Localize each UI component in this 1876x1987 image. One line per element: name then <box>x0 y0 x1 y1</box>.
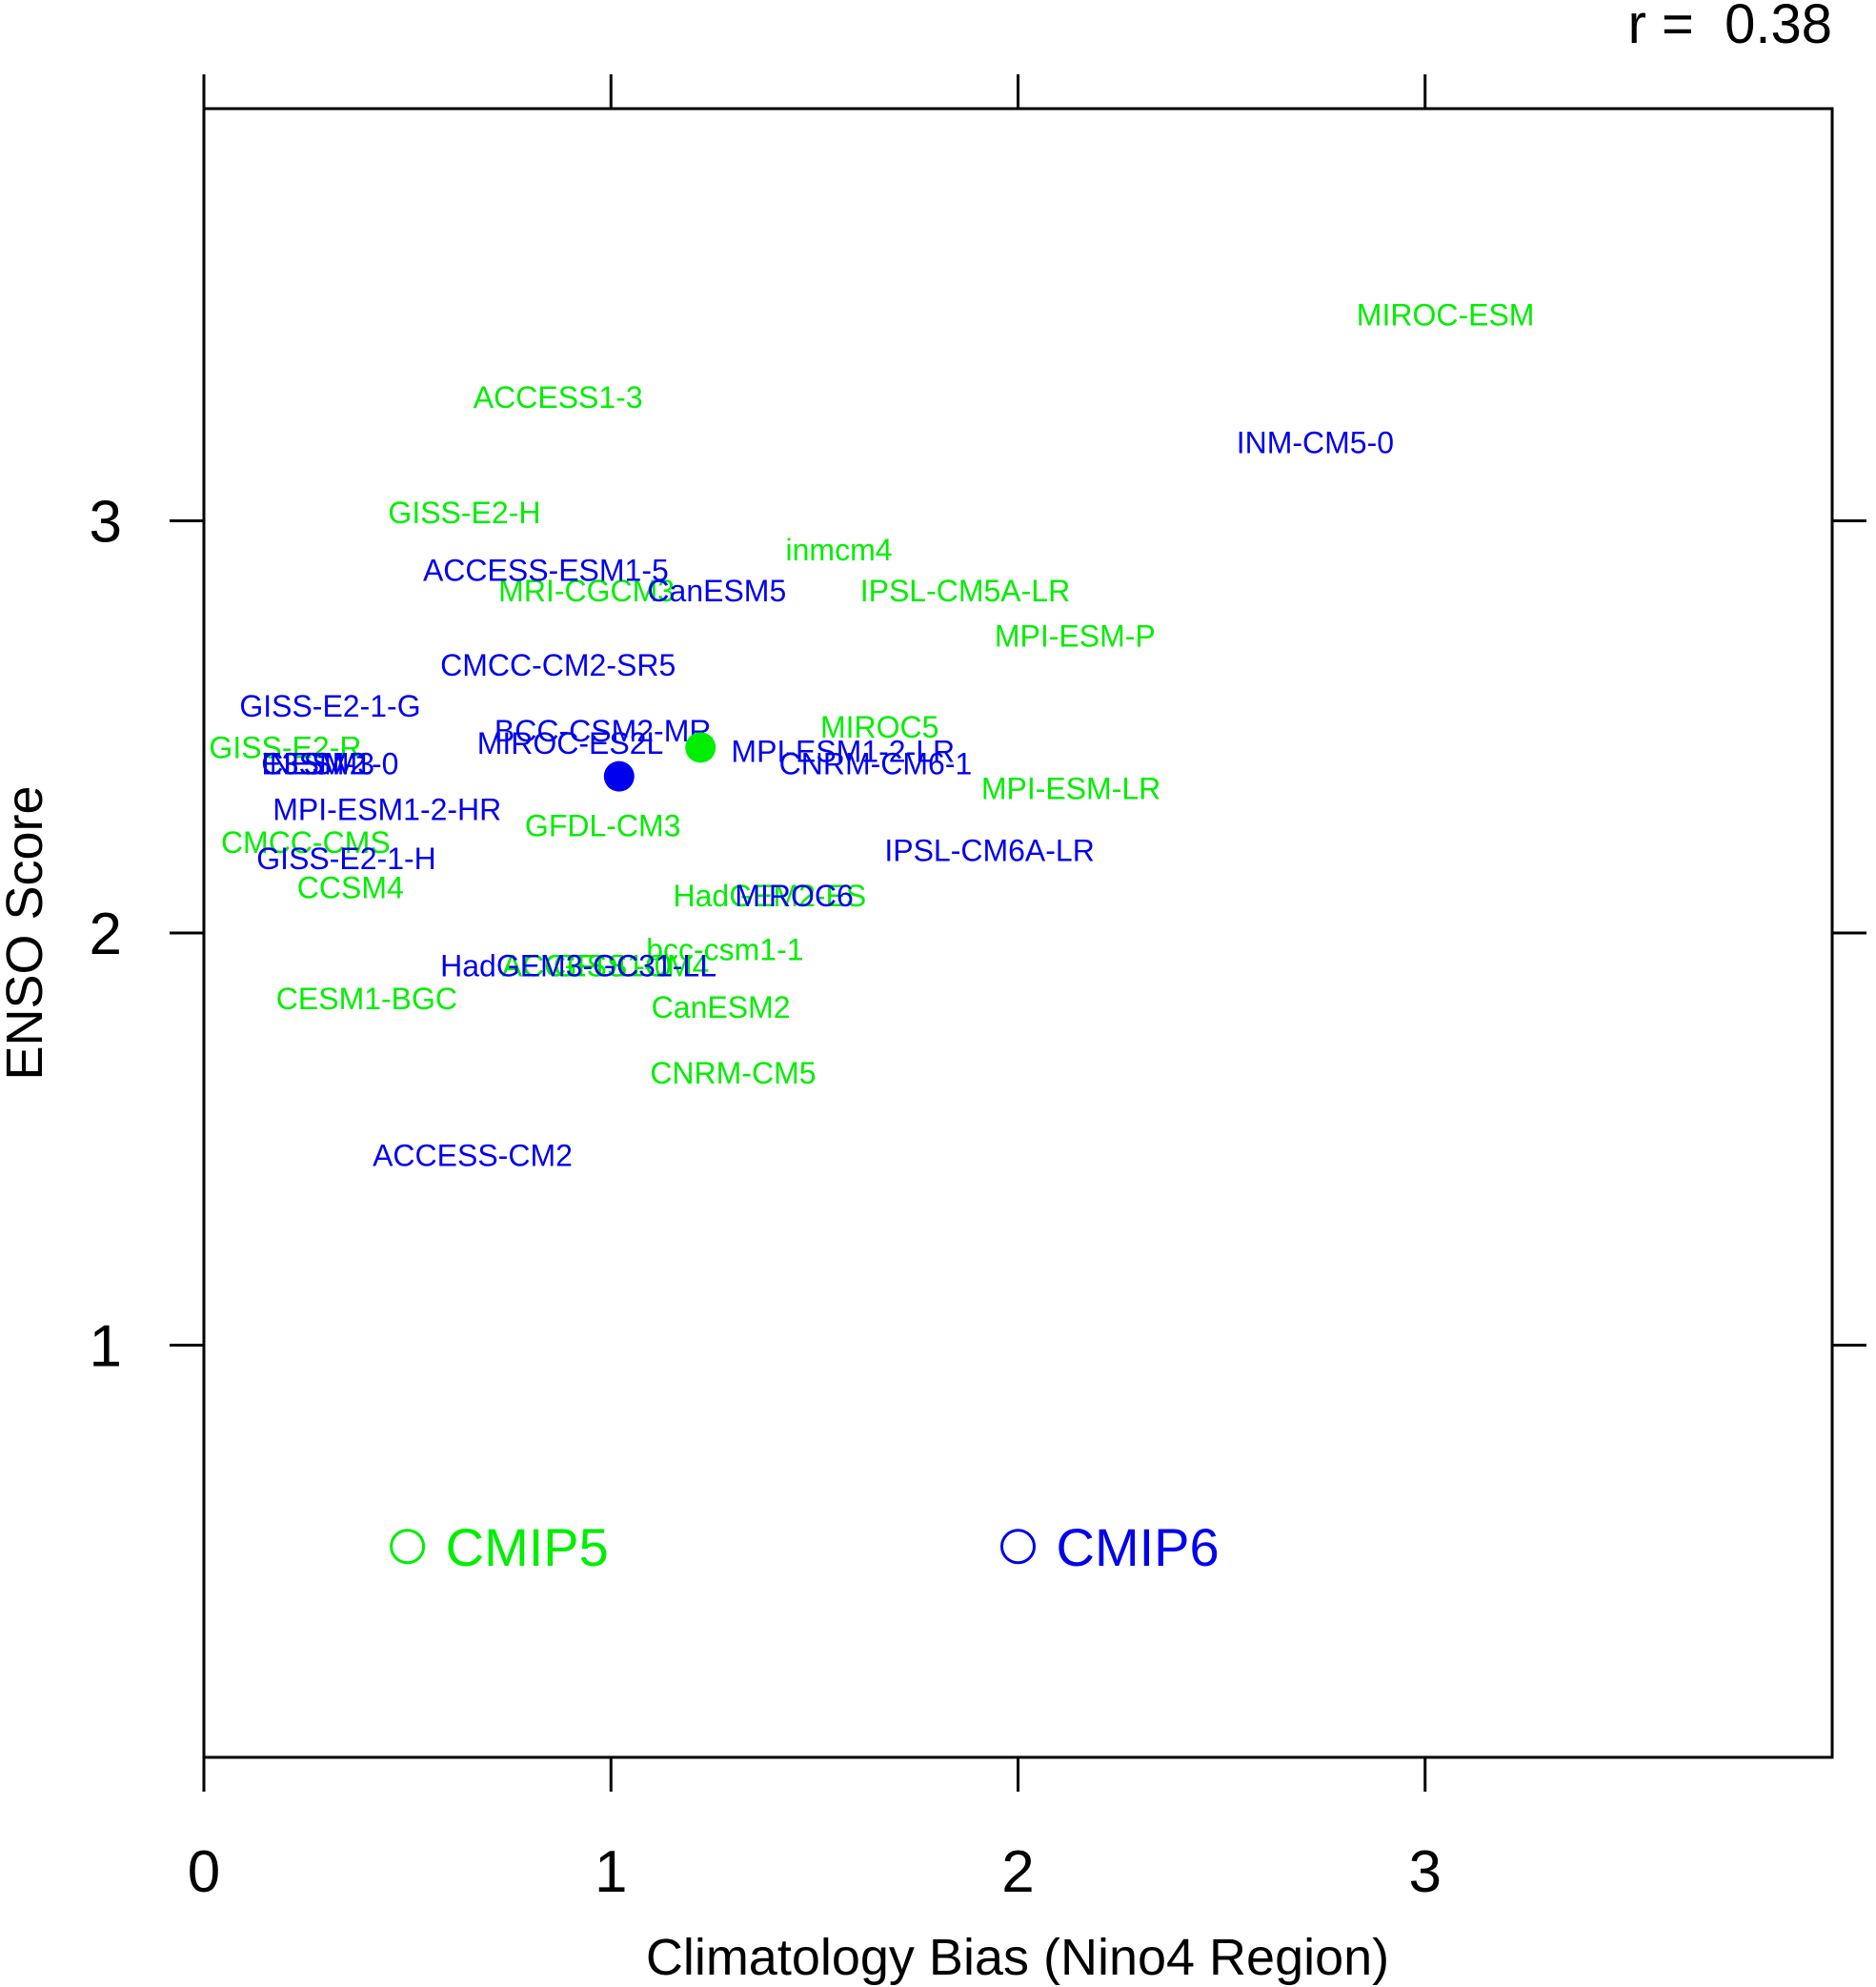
model-label: GISS-E2-1-G <box>239 689 420 723</box>
axes: 0 1 2 3 1 2 3 <box>90 74 1866 1905</box>
model-label: GISS-E2-H <box>388 496 540 530</box>
y-axis-title: ENSO Score <box>0 785 53 1080</box>
legend-label-cmip6: CMIP6 <box>1057 1517 1220 1577</box>
model-label: GISS-E2-R <box>209 730 361 764</box>
model-label: MIROC6 <box>735 879 853 913</box>
mean-marker-cmip5 <box>685 732 716 763</box>
model-label: CanESM2 <box>652 990 791 1024</box>
model-label: HadGEM2-ES <box>674 879 867 913</box>
model-label: CNRM-CM5 <box>650 1056 816 1090</box>
mean-marker-cmip6 <box>603 760 635 792</box>
x-tick-label: 1 <box>595 1839 627 1905</box>
x-tick-label: 2 <box>1001 1839 1034 1905</box>
x-tick-label: 0 <box>188 1839 220 1905</box>
model-label: CanESM5 <box>647 574 786 608</box>
legend-marker-cmip5 <box>390 1529 426 1565</box>
model-label: BCC-CSM2-MR <box>494 714 712 748</box>
x-axis-title: Climatology Bias (Nino4 Region) <box>646 1929 1389 1986</box>
model-label: GISS-E2-1-H <box>256 841 435 876</box>
model-label: INM-CM5-0 <box>1237 425 1394 459</box>
model-label: MPI-ESM1-2-HR <box>272 792 501 826</box>
model-label: CCSM4 <box>297 870 404 904</box>
model-label: CNRM-CM6-1 <box>779 747 973 781</box>
model-label: E3SM-1-0 <box>261 747 398 781</box>
model-label: CESM1-BGC <box>276 982 457 1016</box>
model-label: NESM3 <box>270 747 374 781</box>
model-label: HadGEM3-GC31-LL <box>440 949 716 983</box>
model-label: CMCC-CM2-SR5 <box>440 648 676 682</box>
model-label: bcc-csm1-1 <box>646 932 803 966</box>
model-label: ACCESS1-0 <box>502 949 672 983</box>
model-label: CESM2 <box>261 747 366 781</box>
model-label: CMCC-CMS <box>221 825 391 860</box>
legend-marker-cmip6 <box>1000 1529 1036 1565</box>
model-label: MIROC5 <box>820 710 938 744</box>
model-label: GFDL-CM3 <box>525 809 681 843</box>
model-label: ACCESS-CM2 <box>373 1139 573 1173</box>
model-label: MIROC-ES2L <box>477 726 664 760</box>
model-label: MRI-CGCM3 <box>498 574 675 608</box>
model-label: ACCESS-ESM1-5 <box>423 553 669 587</box>
model-label: IPSL-CM6A-LR <box>884 834 1095 868</box>
model-label: inmcm4 <box>786 533 893 567</box>
model-label: ACCESS1-3 <box>474 380 643 415</box>
legend-label-cmip5: CMIP5 <box>446 1517 609 1577</box>
model-label: MPI-ESM-P <box>995 619 1156 654</box>
plot-frame <box>202 107 1834 1759</box>
data-layer: MIROC-ESM ACCESS1-3 GISS-E2-H inmcm4 MRI-CGC… <box>209 297 1534 1172</box>
legend: CMIP5 CMIP6 <box>390 1517 1220 1577</box>
x-tick-label: 3 <box>1409 1839 1442 1905</box>
y-tick-label: 3 <box>90 490 122 556</box>
model-label: MPI-ESM-LR <box>981 772 1160 806</box>
model-label: MIROC-ESM <box>1357 297 1535 332</box>
model-label: GFDL-CM4 <box>554 949 710 983</box>
y-tick-label: 1 <box>90 1314 122 1380</box>
model-label: IPSL-CM5A-LR <box>860 574 1071 608</box>
model-label: MPI-ESM1-2-LR <box>731 735 955 769</box>
y-tick-label: 2 <box>90 902 122 967</box>
correlation-annotation: r = 0.38 <box>1628 0 1832 55</box>
